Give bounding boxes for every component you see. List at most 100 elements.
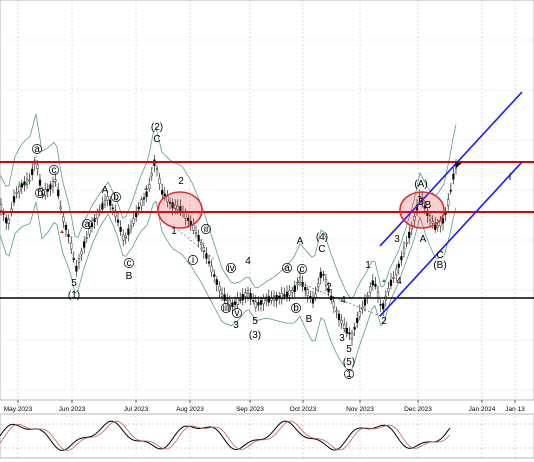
candlestick (111, 203, 114, 216)
candle-body (111, 207, 114, 210)
wave-label-text: b (37, 188, 43, 199)
x-tick-label: Sep 2023 (236, 406, 264, 413)
wave-label: 5 (418, 197, 424, 208)
wave-label-text: 4 (245, 256, 251, 267)
candlestick (324, 273, 328, 292)
candlestick (340, 314, 343, 329)
candlestick (197, 229, 200, 248)
candle-body (265, 299, 268, 301)
candlestick (72, 251, 75, 263)
candlestick (309, 290, 312, 304)
candlestick (374, 276, 377, 290)
candle-body (202, 246, 205, 253)
candle-body (96, 212, 99, 219)
candle-body (72, 258, 75, 260)
candle-body (197, 235, 200, 242)
candlestick (64, 222, 68, 237)
wave-label: (5) (343, 357, 355, 368)
wave-label-text: 4 (396, 276, 402, 287)
candlestick (142, 192, 146, 206)
candle-body (418, 195, 421, 198)
wave-label: A (297, 236, 304, 247)
candlestick (218, 281, 221, 298)
candle-body (239, 299, 242, 301)
oscillator-main-line (0, 420, 451, 451)
candle-body (205, 253, 208, 259)
candle-body (254, 301, 257, 308)
wave-label: (2) (151, 122, 163, 133)
wave-label: 3 (394, 234, 400, 245)
wave-label-text: 3 (233, 320, 239, 331)
candlestick (444, 207, 447, 221)
oscillator-panel (0, 413, 534, 459)
candle-body (413, 216, 416, 221)
wave-label-text: 5 (346, 344, 352, 355)
candlestick (436, 218, 439, 232)
candle-body (62, 216, 65, 223)
wave-label-text: (A) (414, 179, 427, 190)
wave-label-circle (201, 224, 211, 234)
candlestick (168, 197, 172, 210)
candle-body (2, 213, 5, 215)
wave-label: (A) (414, 179, 427, 190)
wave-label-text: A (420, 234, 427, 245)
candle-body (335, 310, 338, 312)
target-arrow (455, 162, 462, 168)
candle-body (168, 202, 172, 204)
wave-label: B (306, 314, 313, 325)
candlestick (124, 232, 127, 245)
wave-label-text: iii (223, 303, 230, 314)
candlestick (387, 281, 390, 297)
candle-body (231, 302, 234, 308)
wave-label-text: 1 (346, 369, 352, 380)
candle-body (449, 189, 452, 192)
candlestick (257, 296, 260, 312)
wave-label-text: C (436, 250, 443, 261)
candle-body (155, 168, 159, 170)
wave-label-text: ii (204, 224, 208, 235)
wave-label: 1 (344, 369, 354, 380)
wave-label-text: a (84, 219, 90, 230)
wave-label-circle (188, 255, 198, 265)
signal-arrow (296, 280, 300, 283)
candlestick (244, 288, 247, 304)
candle-body (75, 265, 78, 272)
candlestick (449, 183, 452, 195)
wave-label: B (126, 271, 133, 282)
candlestick (452, 167, 455, 185)
wave-label: 5 (252, 316, 258, 327)
candlestick (400, 250, 403, 267)
wave-label: C (153, 134, 160, 145)
x-tick-label: Jun 2023 (59, 406, 86, 413)
candlestick (428, 211, 432, 228)
wave-label-text: B (425, 200, 432, 211)
candlestick (31, 163, 34, 181)
candle-body (291, 289, 294, 293)
candle-body (379, 304, 382, 306)
wave-label-text: c (52, 165, 57, 176)
wave-label-text: (1) (68, 290, 80, 301)
candlestick (7, 214, 10, 230)
wave-label: (B) (433, 260, 446, 271)
candle-body (5, 217, 8, 224)
candle-body (127, 228, 130, 235)
candlestick (12, 189, 16, 206)
wave-label: b (35, 188, 45, 199)
wave-label: 3 (339, 333, 345, 344)
wave-label-text: 3 (394, 234, 400, 245)
wave-label: ii (201, 224, 211, 235)
candle-body (140, 199, 143, 206)
wave-label-text: c (127, 258, 132, 269)
candlestick (314, 286, 317, 302)
wave-label-text: 3 (339, 333, 345, 344)
highlight-circle (157, 191, 203, 229)
candle-body (408, 231, 411, 239)
candlestick (103, 193, 107, 209)
candle-body (70, 242, 73, 250)
candle-body (324, 279, 328, 286)
candlestick (306, 286, 309, 303)
wave-label-text: B (126, 271, 133, 282)
wave-label-text: i (192, 255, 194, 266)
candle-body (124, 235, 127, 238)
candlestick (322, 270, 325, 282)
